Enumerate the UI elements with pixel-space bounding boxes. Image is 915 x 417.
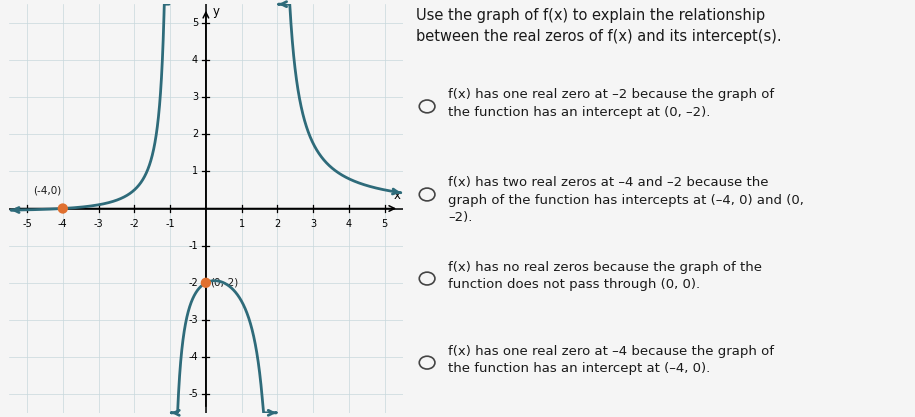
Text: 3: 3	[192, 92, 198, 102]
Text: f(x) has one real zero at –4 because the graph of
the function has an intercept : f(x) has one real zero at –4 because the…	[448, 344, 774, 375]
Text: 4: 4	[346, 219, 352, 229]
Text: -1: -1	[188, 241, 198, 251]
Text: x: x	[393, 189, 401, 202]
Text: -3: -3	[188, 315, 198, 325]
Text: f(x) has two real zeros at –4 and –2 because the
graph of the function has inter: f(x) has two real zeros at –4 and –2 bec…	[448, 176, 804, 224]
Text: (-4,0): (-4,0)	[33, 186, 61, 196]
Text: -1: -1	[166, 219, 175, 229]
Text: f(x) has no real zeros because the graph of the
function does not pass through (: f(x) has no real zeros because the graph…	[448, 261, 762, 291]
Text: 2: 2	[274, 219, 281, 229]
Text: Use the graph of f(x) to explain the relationship
between the real zeros of f(x): Use the graph of f(x) to explain the rel…	[416, 8, 782, 44]
Text: 5: 5	[382, 219, 388, 229]
Point	[199, 279, 213, 286]
Text: 1: 1	[239, 219, 244, 229]
Text: f(x) has one real zero at –2 because the graph of
the function has an intercept : f(x) has one real zero at –2 because the…	[448, 88, 774, 119]
Text: 3: 3	[310, 219, 317, 229]
Text: -2: -2	[188, 278, 198, 288]
Text: -5: -5	[188, 389, 198, 399]
Text: (0,-2): (0,-2)	[210, 278, 239, 288]
Text: y: y	[212, 5, 220, 18]
Text: -3: -3	[93, 219, 103, 229]
Text: 4: 4	[192, 55, 198, 65]
Text: 5: 5	[192, 18, 198, 28]
Text: -2: -2	[129, 219, 139, 229]
Text: -4: -4	[58, 219, 68, 229]
Point	[56, 205, 70, 212]
Text: 1: 1	[192, 166, 198, 176]
Text: -5: -5	[22, 219, 32, 229]
Text: 2: 2	[192, 129, 198, 139]
Text: -4: -4	[188, 352, 198, 362]
